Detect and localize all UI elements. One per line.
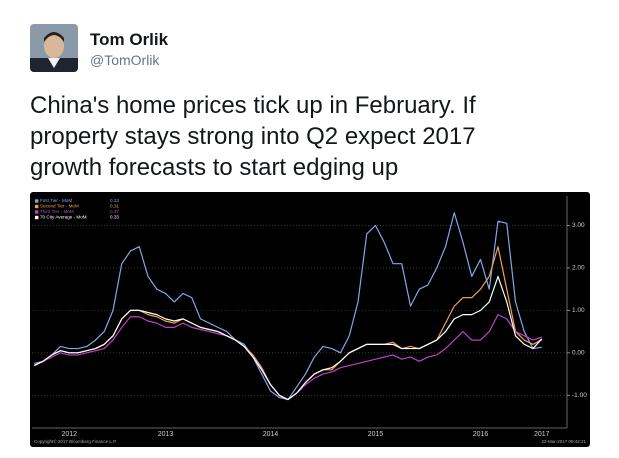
x-tick-label: 2013 bbox=[158, 431, 174, 438]
x-tick-label: 2016 bbox=[473, 431, 489, 438]
line-series bbox=[33, 275, 543, 401]
y-tick-label: 0.00 bbox=[572, 350, 585, 357]
timestamp: 23-Mar-2017 09:42:21 bbox=[541, 439, 586, 444]
x-tick-label: 2014 bbox=[263, 431, 279, 438]
legend-label: First Tier - MoM bbox=[40, 198, 72, 203]
legend-value: 0.13 bbox=[110, 198, 119, 203]
chart-background bbox=[30, 192, 590, 447]
x-tick-label: 2015 bbox=[368, 431, 384, 438]
y-tick-label: -1.00 bbox=[572, 392, 587, 399]
y-tick-label: 1.00 bbox=[572, 307, 585, 314]
legend-label: 70 City Average - MoM bbox=[40, 215, 87, 220]
avatar[interactable] bbox=[30, 24, 78, 72]
chart[interactable]: Copyright© 2017 Bloomberg Finance L.P. 2… bbox=[30, 192, 590, 447]
user-name[interactable]: Tom Orlik bbox=[90, 30, 169, 49]
copyright: Copyright© 2017 Bloomberg Finance L.P. bbox=[34, 438, 117, 444]
tweet-text: China's home prices tick up in February.… bbox=[30, 90, 476, 183]
legend-value: 0.31 bbox=[110, 204, 119, 209]
legend-swatch bbox=[35, 215, 39, 220]
y-tick-label: 2.00 bbox=[572, 265, 585, 272]
tweet-line: growth forecasts to start edging up bbox=[30, 154, 399, 181]
legend-swatch bbox=[35, 204, 39, 209]
legend-swatch bbox=[35, 199, 39, 203]
legend-value: 0.33 bbox=[110, 215, 119, 220]
x-tick-label: 2017 bbox=[534, 431, 550, 438]
legend-label: Second Tier - MoM bbox=[40, 204, 79, 209]
x-tick-label: 2012 bbox=[61, 431, 77, 438]
legend-value: 0.37 bbox=[110, 209, 119, 214]
tweet-line: property stays strong into Q2 expect 201… bbox=[30, 123, 476, 150]
legend-label: Third Tier - MoM bbox=[40, 209, 74, 214]
y-tick-label: 3.00 bbox=[572, 222, 585, 229]
tweet-line: China's home prices tick up in February.… bbox=[30, 92, 476, 119]
legend-swatch bbox=[35, 210, 39, 214]
user-handle[interactable]: @TomOrlik bbox=[90, 52, 160, 68]
